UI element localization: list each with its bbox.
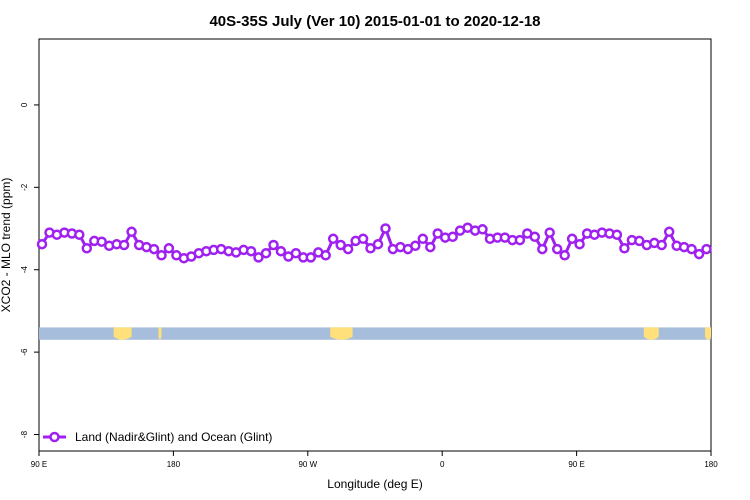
x-tick-label: 0 (440, 460, 445, 469)
series-point (701, 243, 712, 255)
series-point (634, 235, 645, 247)
series-point (514, 234, 526, 246)
series-point (365, 243, 376, 254)
series-point (551, 243, 563, 255)
y-axis-label: XCO2 - MLO trend (ppm) (0, 178, 13, 313)
land-patch (113, 327, 132, 340)
y-tick-label: -2 (20, 183, 29, 191)
y-tick-label: -4 (20, 266, 29, 274)
series-point (290, 247, 302, 259)
series-point (81, 243, 93, 254)
series-point (357, 233, 369, 245)
series-point (156, 250, 167, 261)
series-point (663, 226, 675, 238)
series-point (686, 243, 697, 255)
series-point (118, 239, 130, 251)
series-point (417, 233, 429, 245)
x-tick-label: 90 E (31, 460, 47, 469)
y-axis-ticks: 0 -2 -4 -6 -8 (20, 102, 39, 438)
series-point (342, 243, 354, 255)
land-patch (643, 327, 659, 340)
x-axis-label: Longitude (deg E) (327, 477, 422, 491)
series-point (656, 239, 667, 251)
series-layer (36, 222, 712, 264)
series-point (410, 240, 421, 252)
series-point (619, 243, 630, 254)
series-point (693, 248, 705, 260)
y-tick-label: -6 (20, 348, 29, 356)
y-tick-label: -8 (20, 430, 29, 438)
series-point (74, 229, 85, 240)
series-point (163, 243, 175, 254)
series-point (566, 233, 578, 245)
series-point (380, 223, 391, 234)
series-point (477, 224, 488, 235)
series-point (36, 238, 48, 250)
legend-entry-series: Land (Nadir&Glint) and Ocean (Glint) (75, 430, 272, 444)
series-point (245, 245, 257, 257)
series-point (148, 243, 160, 255)
series-point (275, 245, 287, 257)
series-point (544, 227, 555, 238)
land-patch (330, 327, 353, 340)
series-point (537, 243, 548, 255)
series-point (268, 239, 279, 251)
series-point (260, 247, 272, 259)
series-point (529, 231, 541, 243)
y-tick-label: 0 (20, 102, 29, 107)
series-point (372, 238, 384, 250)
series-point (96, 236, 107, 247)
series-point (327, 233, 339, 245)
x-tick-label: 90 W (298, 460, 317, 469)
series-point (126, 226, 137, 238)
x-tick-label: 90 E (568, 460, 584, 469)
x-axis-ticks: 90 E 180 90 W 0 90 E 180 (31, 451, 718, 469)
land-patch (158, 327, 162, 340)
series-point (253, 252, 264, 263)
legend-marker-swatch (49, 431, 60, 443)
series-point (432, 228, 443, 239)
ocean-band (39, 327, 711, 340)
series-point (447, 231, 458, 243)
land-patch-layer (113, 327, 711, 340)
series-point (305, 252, 317, 263)
series-point (320, 250, 331, 261)
series-point (574, 238, 585, 250)
series-point (335, 239, 346, 251)
ocean-band-layer (39, 327, 711, 340)
series-point (559, 250, 570, 261)
x-tick-label: 180 (167, 460, 181, 469)
series-point (611, 229, 623, 240)
x-tick-label: 180 (704, 460, 718, 469)
series-point (425, 241, 436, 253)
legend: Land (Nadir&Glint) and Ocean (Glint) (43, 430, 272, 444)
plot-area (36, 38, 712, 452)
land-patch (705, 327, 711, 340)
chart-title: 40S-35S July (Ver 10) 2015-01-01 to 2020… (209, 13, 540, 30)
